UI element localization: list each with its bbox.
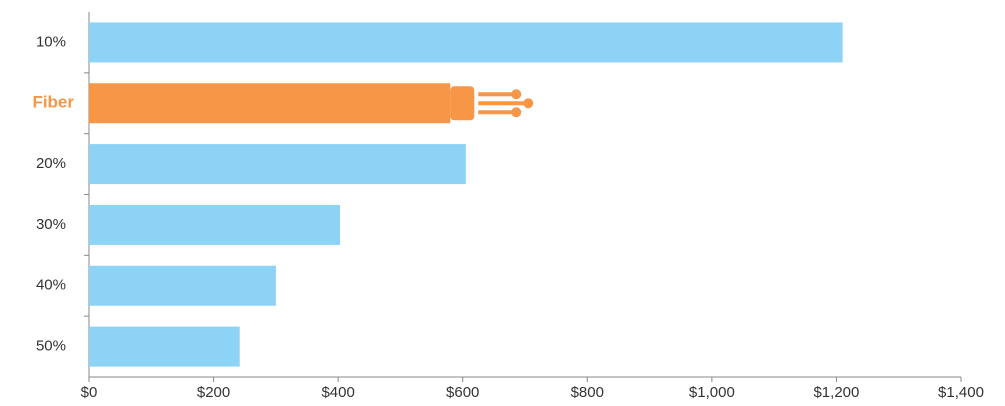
y-tick-label: 40% (36, 277, 66, 294)
y-tick-label: 50% (36, 338, 66, 355)
connector-tip (511, 89, 522, 100)
x-tick-label: $200 (197, 384, 230, 401)
bar (89, 265, 276, 306)
bar (89, 326, 240, 367)
connector-pin (478, 101, 529, 106)
x-tick-label: $1,400 (938, 384, 984, 401)
bar (89, 204, 341, 245)
x-tick-label: $400 (321, 384, 354, 401)
x-tick-label: $800 (571, 384, 604, 401)
bar (89, 22, 843, 63)
connector-pin (478, 110, 517, 115)
connector-tip (511, 107, 522, 118)
x-tick-label: $1,200 (813, 384, 859, 401)
connector-tip (523, 98, 534, 109)
x-tick-label: $0 (81, 384, 98, 401)
y-tick-label: 30% (36, 216, 66, 233)
x-tick-label: $1,000 (689, 384, 735, 401)
connector-body (450, 86, 475, 121)
y-tick-label: 20% (36, 155, 66, 172)
connector-pin (478, 92, 517, 97)
bar (89, 83, 451, 124)
x-tick-label: $600 (446, 384, 479, 401)
bar (89, 144, 466, 185)
y-tick-label: Fiber (32, 93, 74, 112)
y-tick-label: 10% (36, 33, 66, 50)
